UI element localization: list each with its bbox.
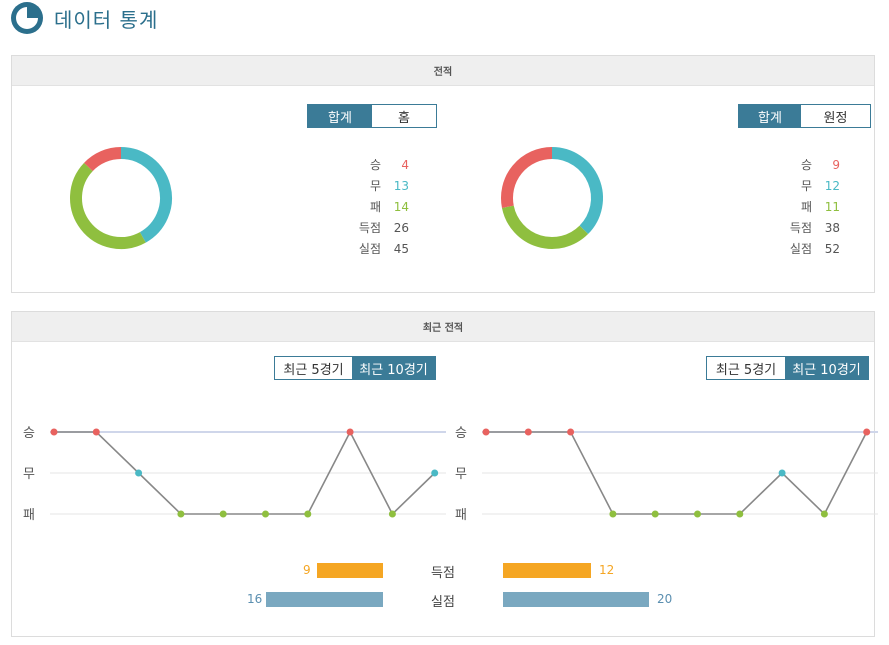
- stat-value: 11: [824, 199, 840, 214]
- stat-label: 득점: [358, 221, 381, 235]
- trend-point: [694, 510, 701, 518]
- left-recent-toggle: 최근 5경기 최근 10경기: [274, 356, 436, 380]
- stat-row: 득점 38: [776, 217, 840, 238]
- trend-axis-label: 패: [455, 508, 467, 523]
- conceded-right-bar: [503, 592, 649, 607]
- stat-label: 득점: [789, 221, 812, 235]
- page-title: 데이터 통계: [54, 7, 159, 32]
- conceded-label: 실점: [431, 595, 455, 610]
- trend-point: [135, 469, 143, 477]
- stat-label: 패: [800, 200, 812, 214]
- right-trend-chart: 승무패: [455, 426, 878, 523]
- trend-point: [567, 428, 575, 436]
- stat-value: 38: [824, 220, 840, 235]
- right-recent-toggle: 최근 5경기 최근 10경기: [706, 356, 869, 380]
- trend-axis-label: 승: [23, 426, 35, 441]
- tab-recent-10-right[interactable]: 최근 10경기: [785, 357, 868, 379]
- donut-loss-segment: [501, 205, 589, 249]
- stat-label: 무: [369, 179, 381, 193]
- right-record-donut: [501, 147, 603, 249]
- stat-value: 9: [832, 157, 840, 172]
- stat-row: 실점 52: [776, 238, 840, 259]
- stat-label: 승: [369, 158, 381, 172]
- stat-value: 14: [393, 199, 409, 214]
- trend-line: [54, 430, 436, 516]
- donut-loss-segment: [70, 162, 146, 249]
- trend-point: [50, 428, 58, 436]
- record-panel: 전적 합계 홈 승 4 무 13 패 14 득점 26 실점 45 합계 원정 승 9 무 12 패 11 득…: [11, 55, 875, 293]
- trend-point: [736, 510, 744, 518]
- tab-total-left[interactable]: 합계: [308, 105, 372, 127]
- donut-draw-segment: [551, 147, 603, 235]
- stat-value: 45: [393, 241, 409, 256]
- stat-row: 무 13: [345, 175, 409, 196]
- stat-value: 26: [393, 220, 409, 235]
- tab-recent-10-left[interactable]: 최근 10경기: [352, 357, 435, 379]
- goals-right-value: 12: [599, 563, 615, 577]
- trend-point: [304, 510, 312, 518]
- conceded-right-value: 20: [657, 592, 673, 606]
- conceded-left-value: 16: [247, 592, 263, 606]
- left-record-donut: [70, 147, 172, 249]
- stat-label: 승: [800, 158, 812, 172]
- donut-win-segment: [501, 147, 553, 208]
- tab-recent-5-right[interactable]: 최근 5경기: [707, 357, 785, 379]
- trend-point: [92, 428, 100, 436]
- trend-axis-label: 무: [455, 467, 467, 482]
- trend-point: [431, 469, 439, 477]
- tab-home[interactable]: 홈: [372, 105, 436, 127]
- right-record-toggle: 합계 원정: [738, 104, 871, 128]
- goals-right-bar: [503, 563, 591, 578]
- trend-line: [486, 431, 868, 516]
- stat-label: 실점: [789, 242, 812, 256]
- donut-win-segment: [84, 147, 122, 172]
- stat-row: 득점 26: [345, 217, 409, 238]
- right-record-stats: 승 9 무 12 패 11 득점 38 실점 52: [776, 154, 840, 259]
- trend-point: [219, 510, 227, 518]
- trend-axis-label: 패: [23, 508, 35, 523]
- trend-point: [388, 510, 396, 518]
- stat-value: 12: [824, 178, 840, 193]
- trend-axis-label: 승: [455, 426, 467, 441]
- trend-point: [863, 428, 871, 436]
- donut-draw-segment: [120, 147, 172, 243]
- record-panel-title: 전적: [12, 56, 874, 86]
- stat-row: 무 12: [776, 175, 840, 196]
- stat-row: 패 11: [776, 196, 840, 217]
- trend-point: [262, 510, 269, 518]
- stat-value: 52: [824, 241, 840, 256]
- conceded-left-bar: [266, 592, 383, 607]
- left-trend-chart: 승무패: [23, 426, 446, 523]
- trend-point: [609, 510, 617, 518]
- left-record-stats: 승 4 무 13 패 14 득점 26 실점 45: [345, 154, 409, 259]
- trend-point: [651, 510, 659, 518]
- trend-point: [177, 510, 185, 518]
- stat-label: 무: [800, 179, 812, 193]
- stat-label: 실점: [358, 242, 381, 256]
- stat-value: 4: [401, 157, 409, 172]
- recent-panel-title: 최근 전적: [12, 312, 874, 342]
- tab-total-right[interactable]: 합계: [739, 105, 801, 127]
- trend-point: [778, 469, 786, 477]
- page-header: 데이터 통계: [10, 0, 158, 36]
- trend-point: [346, 428, 354, 436]
- trend-point: [524, 428, 532, 436]
- trend-point: [820, 510, 828, 518]
- trend-point: [482, 428, 490, 436]
- left-record-toggle: 합계 홈: [307, 104, 437, 128]
- trend-axis-label: 무: [23, 467, 35, 482]
- stat-row: 실점 45: [345, 238, 409, 259]
- stat-label: 패: [369, 200, 381, 214]
- tab-away[interactable]: 원정: [801, 105, 870, 127]
- goals-left-value: 9: [303, 563, 311, 577]
- stat-value: 13: [393, 178, 409, 193]
- goals-label: 득점: [431, 566, 455, 581]
- stat-row: 패 14: [345, 196, 409, 217]
- pie-chart-icon: [11, 2, 43, 34]
- tab-recent-5-left[interactable]: 최근 5경기: [275, 357, 352, 379]
- goals-left-bar: [317, 563, 383, 578]
